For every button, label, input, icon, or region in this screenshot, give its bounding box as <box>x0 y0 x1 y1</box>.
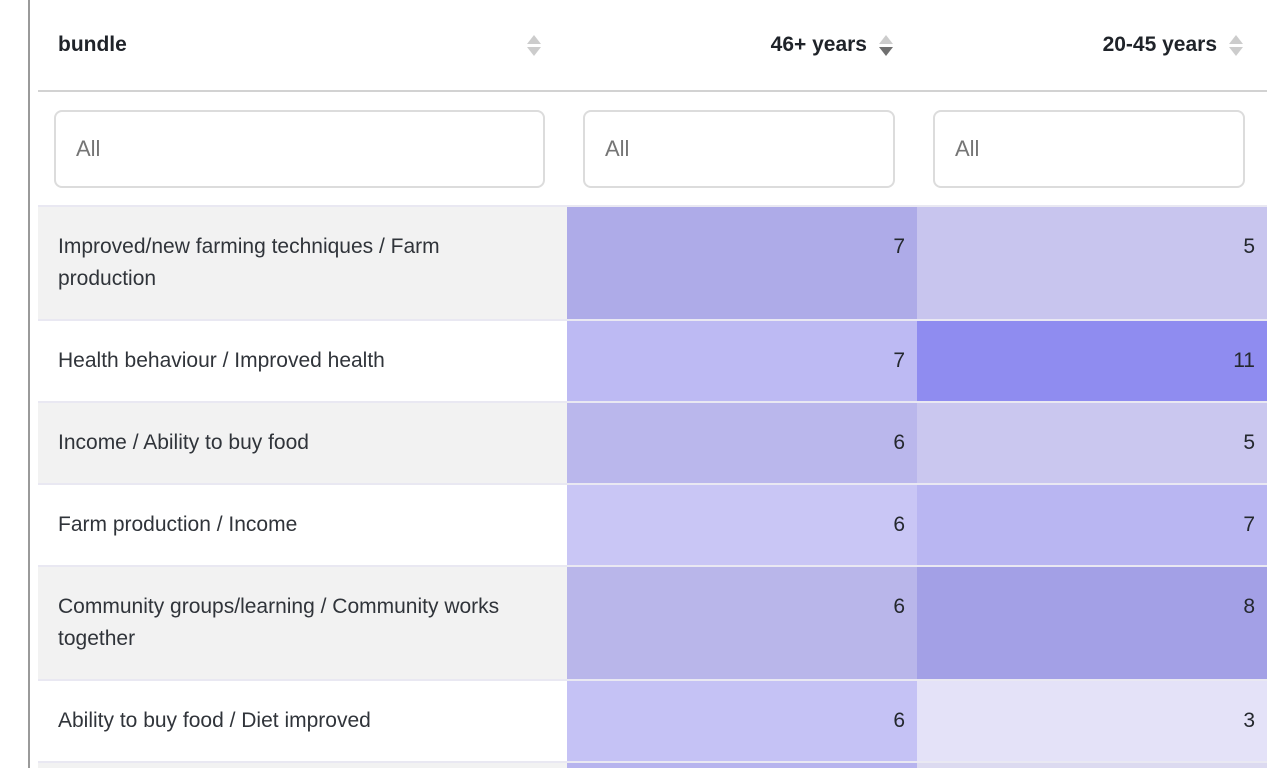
heatmap-value-cell: 7 <box>567 205 917 320</box>
heatmap-value-cell: 3 <box>917 679 1267 762</box>
filter-input-46-years[interactable] <box>583 109 895 188</box>
heatmap-value-cell: 5 <box>917 205 1267 320</box>
table-row: Income / Ability to buy food 6 5 <box>38 401 1267 484</box>
filter-input-20-45-years[interactable] <box>933 109 1245 188</box>
heatmap-value-cell: 6 <box>567 483 917 566</box>
heatmap-table: bundle 46+ years 20-45 years <box>38 0 1267 768</box>
table-body: Improved/new farming techniques / Farm p… <box>38 205 1267 768</box>
header-row: bundle 46+ years 20-45 years <box>38 0 1267 92</box>
table-row <box>38 761 1267 768</box>
bundle-cell: Ability to buy food / Diet improved <box>38 679 567 762</box>
heatmap-value-cell: 6 <box>567 679 917 762</box>
table-row: Community groups/learning / Community wo… <box>38 565 1267 680</box>
heatmap-value-cell: 5 <box>917 401 1267 484</box>
column-header-label: 20-45 years <box>1102 33 1217 56</box>
bundle-cell: Community groups/learning / Community wo… <box>38 565 567 680</box>
table-row: Improved/new farming techniques / Farm p… <box>38 205 1267 320</box>
heatmap-value-cell <box>567 761 917 768</box>
sort-icon <box>527 34 541 56</box>
column-header-20-45-years[interactable]: 20-45 years <box>917 0 1267 92</box>
heatmap-value-cell: 7 <box>917 483 1267 566</box>
filter-row <box>38 91 1267 206</box>
column-header-label: bundle <box>58 33 127 56</box>
heatmap-value-cell: 7 <box>567 319 917 402</box>
heatmap-value-cell: 6 <box>567 401 917 484</box>
heatmap-value-cell: 6 <box>567 565 917 680</box>
sort-icon <box>1229 34 1243 56</box>
column-header-46-years[interactable]: 46+ years <box>567 0 917 92</box>
bundle-cell <box>38 761 567 768</box>
table-panel: bundle 46+ years 20-45 years <box>28 0 1267 768</box>
bundle-cell: Improved/new farming techniques / Farm p… <box>38 205 567 320</box>
bundle-cell: Income / Ability to buy food <box>38 401 567 484</box>
column-header-bundle[interactable]: bundle <box>38 0 567 92</box>
heatmap-value-cell <box>917 761 1267 768</box>
sort-descending-icon <box>879 34 893 56</box>
bundle-cell: Health behaviour / Improved health <box>38 319 567 402</box>
heatmap-value-cell: 11 <box>917 319 1267 402</box>
column-header-label: 46+ years <box>770 33 867 56</box>
heatmap-value-cell: 8 <box>917 565 1267 680</box>
bundle-cell: Farm production / Income <box>38 483 567 566</box>
table-row: Farm production / Income 6 7 <box>38 483 1267 566</box>
filter-input-bundle[interactable] <box>54 109 545 188</box>
table-row: Ability to buy food / Diet improved 6 3 <box>38 679 1267 762</box>
table-row: Health behaviour / Improved health 7 11 <box>38 319 1267 402</box>
